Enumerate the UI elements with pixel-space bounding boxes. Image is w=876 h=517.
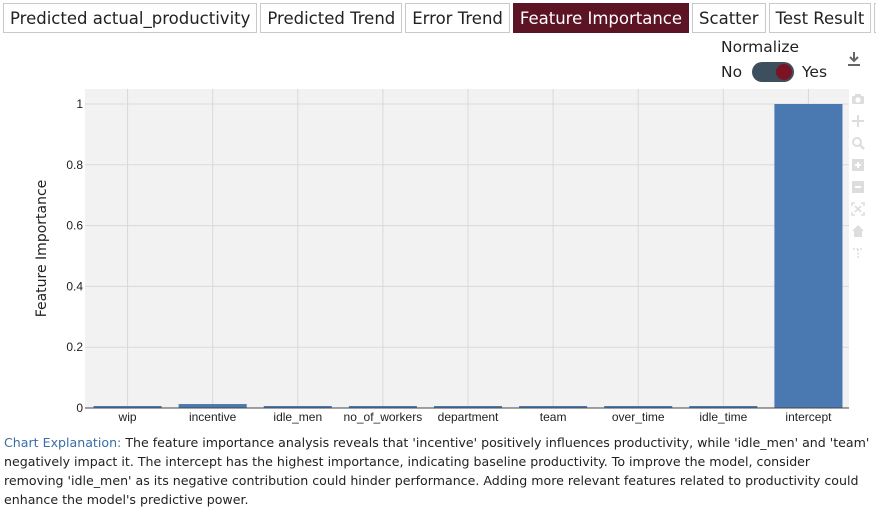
tab-test-result[interactable]: Test Result [768,3,872,33]
toggle-knob [776,64,792,80]
home-icon[interactable] [851,224,865,238]
normalize-off-label: No [721,63,743,81]
y-tick-label: 0 [76,401,83,415]
y-axis-title: Feature Importance [34,180,50,318]
y-tick-label: 0.8 [66,158,83,172]
bar-department [433,406,503,408]
bar-wip [93,406,162,408]
bar-idle-time [689,406,758,408]
x-tick-label: department [438,410,499,424]
zoom-out-icon[interactable] [851,180,865,194]
x-tick-label: team [540,410,567,424]
x-tick-label: idle_time [699,410,747,424]
x-tick-label: intercept [785,410,832,424]
bar-over-time [604,406,673,408]
feature-importance-chart: 0 0.2 0.4 0.6 0.8 1 wip incentive idle_men no_of_… [34,89,849,424]
y-tick-label: 0.4 [66,279,83,293]
tab-feature-importance[interactable]: Feature Importance [512,3,690,33]
x-tick-label: no_of_workers [344,410,423,424]
bar-intercept [774,104,843,408]
x-tick-label: over_time [612,410,665,424]
chart-explanation-label: Chart Explanation: [4,435,122,450]
x-tick-label: incentive [189,410,237,424]
normalize-label: Normalize [721,38,800,56]
zoom-in-icon[interactable] [851,158,865,172]
tab-predicted-actual-productivity[interactable]: Predicted actual_productivity [3,3,258,33]
plot-background [85,89,849,408]
tab-scatter[interactable]: Scatter [692,3,766,33]
bar-incentive [178,404,247,408]
tab-predicted-trend[interactable]: Predicted Trend [260,3,403,33]
tab-bar: Predicted actual_productivity Predicted … [3,3,876,35]
zoom-icon[interactable] [851,136,865,150]
normalize-on-label: Yes [802,63,828,81]
camera-icon[interactable] [851,92,865,106]
pan-icon[interactable] [851,114,865,128]
chevron-right-icon[interactable]: › [874,3,876,33]
y-tick-label: 0.6 [66,219,83,233]
normalize-toggle[interactable] [752,62,794,82]
download-icon[interactable] [846,50,862,68]
x-tick-label: idle_men [273,410,322,424]
bar-team [519,406,588,408]
bar-no-of-workers [348,406,417,408]
y-tick-label: 0.2 [66,340,83,354]
modebar [849,92,867,268]
chart-explanation-text: The feature importance analysis reveals … [4,435,870,507]
spike-lines-icon[interactable] [851,246,865,260]
x-tick-label: wip [118,410,137,424]
autoscale-icon[interactable] [851,202,865,216]
bar-idle-men [263,406,332,408]
y-tick-label: 1 [76,97,83,111]
tab-error-trend[interactable]: Error Trend [405,3,510,33]
chart-explanation: Chart Explanation: The feature importanc… [4,433,872,509]
